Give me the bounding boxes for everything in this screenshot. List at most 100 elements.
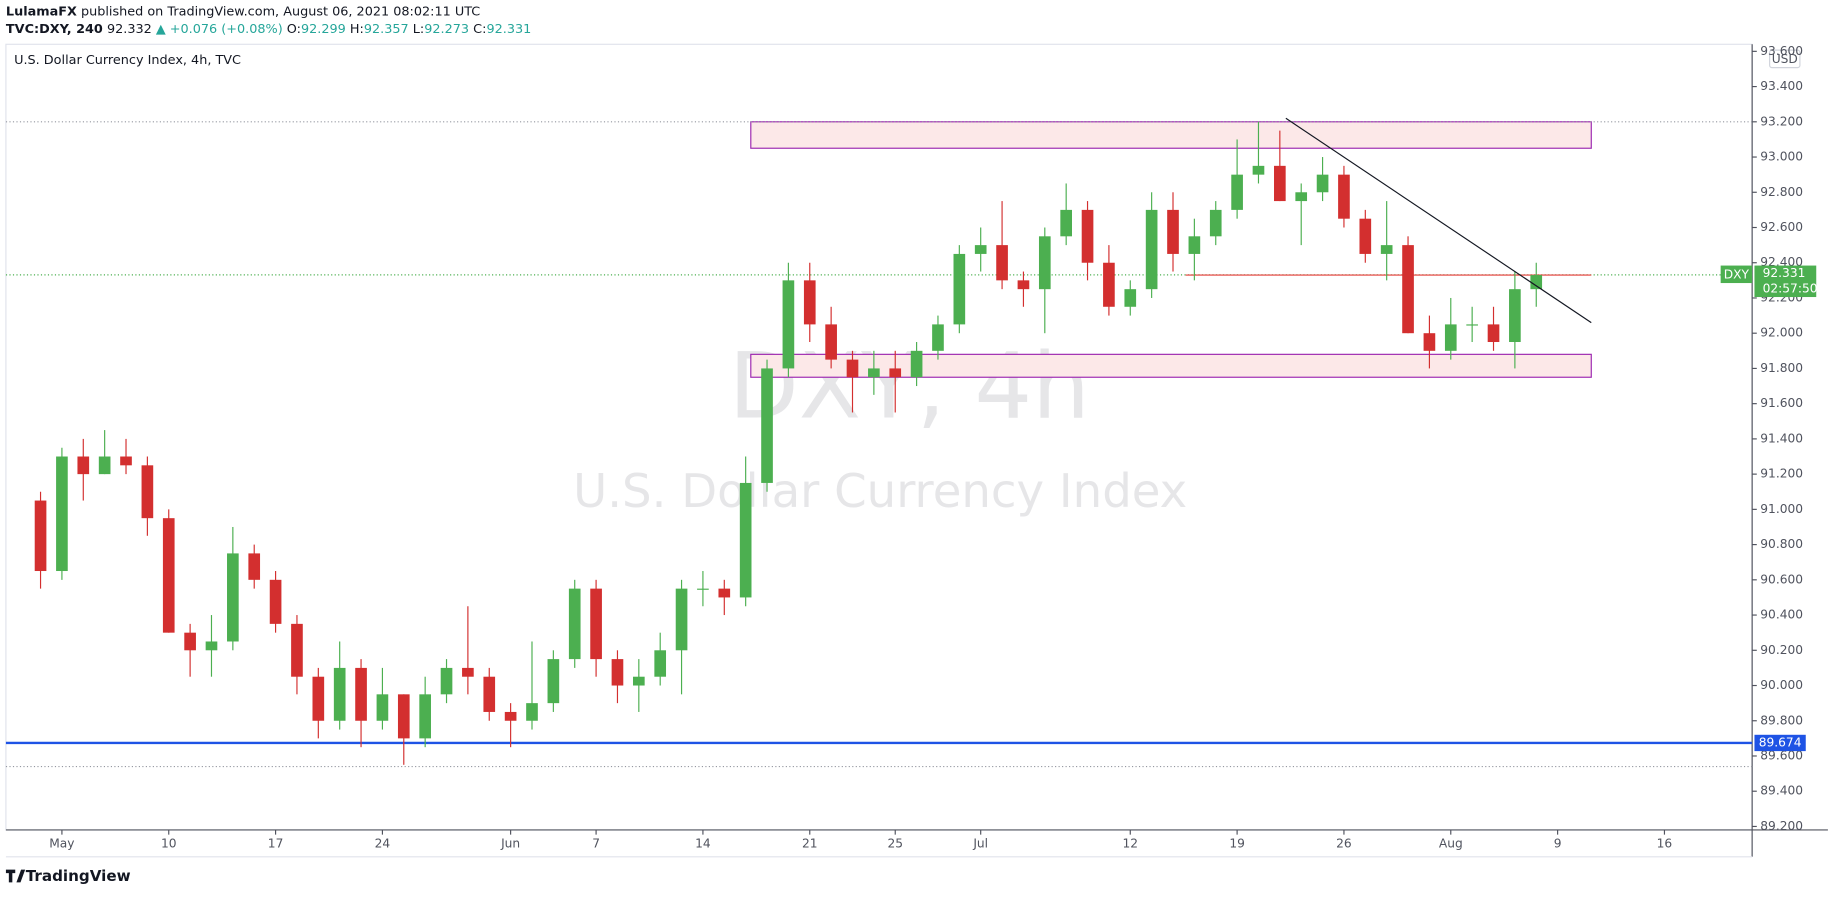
y-tick-label: 90.000 bbox=[1760, 678, 1803, 692]
candle-body bbox=[590, 588, 602, 660]
candle-body bbox=[141, 465, 154, 519]
header-line: LulamaFX published on TradingView.com, A… bbox=[6, 4, 480, 19]
x-tick-label: Aug bbox=[1439, 836, 1463, 850]
y-tick-label: 91.800 bbox=[1760, 361, 1803, 375]
candle-body bbox=[1081, 209, 1094, 263]
logo-mark bbox=[5, 869, 26, 883]
candle-body bbox=[98, 456, 111, 475]
candle-body bbox=[739, 482, 752, 598]
low: 92.273 bbox=[424, 22, 469, 37]
author: LulamaFX bbox=[6, 4, 77, 19]
zone bbox=[750, 353, 1592, 378]
candle-body bbox=[910, 350, 923, 378]
candle-body bbox=[1145, 209, 1158, 290]
candle-body bbox=[1530, 275, 1543, 290]
candle-body bbox=[1316, 174, 1329, 193]
x-tick-label: May bbox=[49, 836, 74, 850]
y-tick-label: 91.200 bbox=[1760, 467, 1803, 481]
candle-body bbox=[526, 703, 538, 721]
open: 92.299 bbox=[301, 22, 346, 37]
y-tick-label: 90.800 bbox=[1760, 537, 1803, 551]
candle-body bbox=[227, 553, 239, 642]
y-tick-label: 93.000 bbox=[1760, 150, 1803, 164]
candle-body bbox=[1487, 324, 1500, 343]
candle-body bbox=[996, 245, 1008, 281]
candle-body bbox=[1103, 262, 1115, 307]
currency-box bbox=[1769, 49, 1801, 69]
open-label: O: bbox=[287, 22, 301, 37]
candle-body bbox=[1380, 245, 1393, 254]
candle-body bbox=[932, 324, 944, 351]
candle-body bbox=[162, 518, 175, 633]
candle-body bbox=[1359, 218, 1372, 254]
x-tick-label: 9 bbox=[1554, 836, 1562, 850]
candle-body bbox=[56, 456, 68, 572]
zone bbox=[750, 121, 1592, 149]
candle-body bbox=[483, 676, 496, 712]
trend-line bbox=[1285, 117, 1592, 324]
candle-body bbox=[397, 694, 410, 739]
y-tick-label: 89.200 bbox=[1760, 819, 1803, 833]
candle-body bbox=[269, 579, 282, 624]
chart-title: U.S. Dollar Currency Index, 4h, TVC bbox=[14, 53, 241, 68]
close: 92.331 bbox=[486, 22, 531, 37]
x-tick-label: 24 bbox=[375, 836, 391, 850]
y-tick-label: 89.600 bbox=[1760, 748, 1803, 762]
x-tick-label: 7 bbox=[592, 836, 600, 850]
high: 92.357 bbox=[364, 22, 409, 37]
x-tick-label: 17 bbox=[268, 836, 284, 850]
y-tick-label: 92.800 bbox=[1760, 185, 1803, 199]
close-label: C: bbox=[473, 22, 486, 37]
watermark-subtitle: U.S. Dollar Currency Index bbox=[573, 464, 1187, 518]
candle-body bbox=[1209, 209, 1222, 237]
candle-body bbox=[34, 500, 47, 572]
candle-body bbox=[333, 667, 346, 721]
y-tick-label: 92.600 bbox=[1760, 220, 1803, 234]
countdown: 02:57:50 bbox=[1763, 281, 1818, 295]
candle-body bbox=[568, 588, 581, 660]
y-tick-label: 91.600 bbox=[1760, 396, 1803, 410]
candle-body bbox=[1167, 209, 1179, 254]
candle-body bbox=[761, 368, 773, 483]
x-tick-label: 14 bbox=[695, 836, 711, 850]
level-tag-label: 89.674 bbox=[1759, 735, 1802, 749]
candle-body bbox=[1188, 236, 1201, 254]
y-tick-label: 91.400 bbox=[1760, 431, 1803, 445]
candle-body bbox=[1466, 324, 1478, 326]
candle-body bbox=[1509, 289, 1521, 343]
candle-body bbox=[697, 588, 709, 590]
price-tag bbox=[1754, 265, 1817, 298]
price-tag-label: 92.331 bbox=[1763, 266, 1806, 280]
x-tick-label: 25 bbox=[887, 836, 903, 850]
candle-body bbox=[974, 245, 987, 254]
symbol: TVC:DXY, 240 bbox=[6, 22, 103, 37]
candle-body bbox=[547, 659, 560, 704]
quote-line: TVC:DXY, 240 92.332 ▲ +0.076 (+0.08%) O:… bbox=[6, 22, 531, 37]
x-tick-label: 26 bbox=[1336, 836, 1352, 850]
candle-body bbox=[1338, 174, 1350, 219]
x-tick-label: 10 bbox=[161, 836, 177, 850]
candle-body bbox=[1060, 209, 1072, 237]
candle-body bbox=[825, 324, 837, 360]
candle-body bbox=[77, 456, 90, 475]
y-tick-label: 92.000 bbox=[1760, 326, 1803, 340]
candle-body bbox=[846, 359, 859, 378]
candle-body bbox=[675, 588, 688, 651]
candle-body bbox=[782, 280, 795, 369]
candle-body bbox=[1444, 324, 1457, 351]
level-tag bbox=[1754, 734, 1806, 752]
candle-body bbox=[654, 650, 667, 677]
candle-body bbox=[718, 588, 731, 598]
y-tick-label: 90.200 bbox=[1760, 643, 1803, 657]
currency: USD bbox=[1772, 52, 1798, 66]
x-tick-label: 21 bbox=[802, 836, 818, 850]
candle-body bbox=[1295, 192, 1308, 202]
brand: TradingView bbox=[26, 867, 131, 885]
candle-body bbox=[1231, 174, 1243, 210]
candle-body bbox=[1252, 165, 1265, 175]
y-tick-label: 93.400 bbox=[1760, 79, 1803, 93]
y-tick-label: 89.400 bbox=[1760, 784, 1803, 798]
candle-body bbox=[1038, 236, 1051, 290]
low-label: L: bbox=[413, 22, 424, 37]
